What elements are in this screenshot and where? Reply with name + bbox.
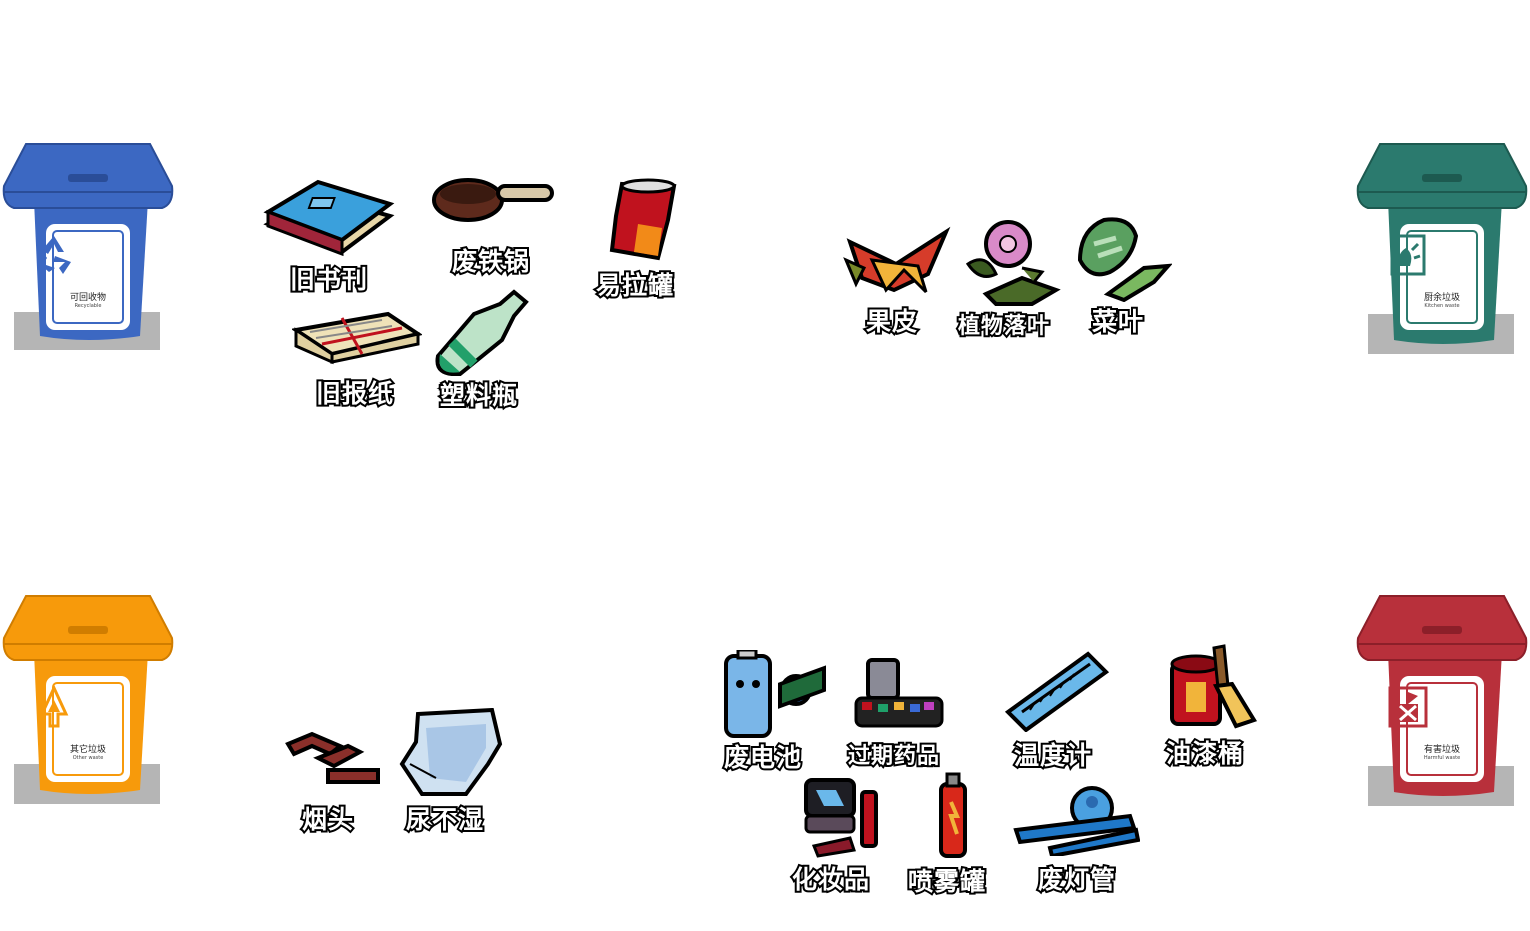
item-leaves[interactable] bbox=[962, 218, 1062, 306]
item-label: 油漆桶 bbox=[1164, 737, 1245, 770]
item-label: 温度计 bbox=[1012, 739, 1093, 772]
vegetable-leaves-icon bbox=[1077, 217, 1172, 302]
item-battery[interactable] bbox=[720, 650, 830, 742]
item-label: 果皮 bbox=[864, 305, 919, 338]
item-label: 化妆品 bbox=[790, 863, 871, 896]
other-waste-bin[interactable]: 其它垃圾 Other waste bbox=[0, 592, 176, 812]
recycle-icon bbox=[37, 236, 71, 274]
fallen-leaves-icon bbox=[965, 220, 1061, 306]
item-lamp-tube[interactable] bbox=[1010, 780, 1140, 856]
item-fruit-peel[interactable] bbox=[842, 220, 952, 296]
item-label: 易拉罐 bbox=[594, 269, 675, 302]
bin-plate: 有害垃圾 Harmful waste bbox=[1388, 676, 1484, 782]
item-label: 废铁锅 bbox=[450, 245, 531, 278]
books-icon bbox=[263, 179, 395, 257]
diaper-icon bbox=[399, 708, 503, 796]
bottle-icon bbox=[435, 289, 529, 376]
bin-label-cn: 可回收物 bbox=[69, 293, 106, 303]
item-iron-pot[interactable] bbox=[432, 176, 556, 236]
cosmetics-icon bbox=[804, 778, 878, 858]
bin-label-en: Other waste bbox=[72, 755, 104, 761]
item-label: 喷雾罐 bbox=[906, 865, 987, 898]
item-newspaper[interactable] bbox=[292, 304, 422, 366]
bin-label-cn: 其它垃圾 bbox=[69, 745, 106, 755]
lamp-tube-icon bbox=[1013, 786, 1140, 856]
item-label: 菜叶 bbox=[1090, 305, 1145, 338]
item-veg-leaves[interactable] bbox=[1074, 210, 1172, 302]
other-waste-icon bbox=[39, 684, 69, 728]
medicine-icon bbox=[854, 658, 944, 728]
item-label: 旧书刊 bbox=[288, 263, 369, 296]
item-medicine[interactable] bbox=[848, 654, 948, 730]
bin-label-cn: 有害垃圾 bbox=[1423, 745, 1460, 755]
harmful-icon bbox=[1388, 686, 1428, 728]
bin-plate: 可回收物 Recyclable bbox=[37, 224, 130, 330]
item-label: 旧报纸 bbox=[314, 377, 395, 410]
bin-label-en: Recyclable bbox=[74, 303, 102, 309]
harmful-waste-bin[interactable]: 有害垃圾 Harmful waste bbox=[1354, 592, 1530, 812]
thermometer-icon bbox=[1004, 651, 1110, 732]
item-can[interactable] bbox=[602, 176, 682, 266]
can-icon bbox=[609, 178, 677, 261]
item-label: 废灯管 bbox=[1036, 863, 1117, 896]
fruit-peel-icon bbox=[843, 226, 951, 294]
item-label: 塑料瓶 bbox=[438, 379, 519, 412]
bin-label-en: Kitchen waste bbox=[1424, 303, 1460, 309]
cigarette-icon bbox=[285, 731, 380, 784]
food-waste-icon bbox=[1390, 234, 1426, 276]
bin-label-cn: 厨余垃圾 bbox=[1423, 293, 1460, 303]
item-label: 尿不湿 bbox=[404, 803, 485, 836]
bin-plate: 其它垃圾 Other waste bbox=[39, 676, 130, 782]
paint-bucket-icon bbox=[1170, 644, 1258, 729]
recyclable-bin[interactable]: 可回收物 Recyclable bbox=[0, 140, 176, 360]
item-spray-can[interactable] bbox=[938, 772, 968, 860]
item-paint-bucket[interactable] bbox=[1166, 642, 1258, 732]
item-old-books[interactable] bbox=[262, 172, 396, 262]
bin-label-en: Harmful waste bbox=[1423, 755, 1461, 761]
item-thermometer[interactable] bbox=[1004, 650, 1110, 732]
kitchen-waste-bin[interactable]: 厨余垃圾 Kitchen waste bbox=[1354, 140, 1530, 360]
iron-pot-icon bbox=[432, 178, 554, 222]
item-label: 过期药品 bbox=[846, 742, 941, 771]
battery-icon bbox=[724, 650, 826, 738]
bin-plate: 厨余垃圾 Kitchen waste bbox=[1390, 224, 1484, 330]
item-label: 烟头 bbox=[300, 803, 355, 836]
spray-can-icon bbox=[939, 772, 967, 858]
item-cosmetics[interactable] bbox=[800, 776, 884, 858]
item-label: 植物落叶 bbox=[956, 312, 1051, 341]
newspaper-icon bbox=[292, 311, 422, 365]
item-label: 废电池 bbox=[722, 741, 803, 774]
item-diaper[interactable] bbox=[396, 708, 506, 800]
item-plastic-bottle[interactable] bbox=[430, 286, 530, 376]
item-cigarette[interactable] bbox=[282, 724, 382, 790]
